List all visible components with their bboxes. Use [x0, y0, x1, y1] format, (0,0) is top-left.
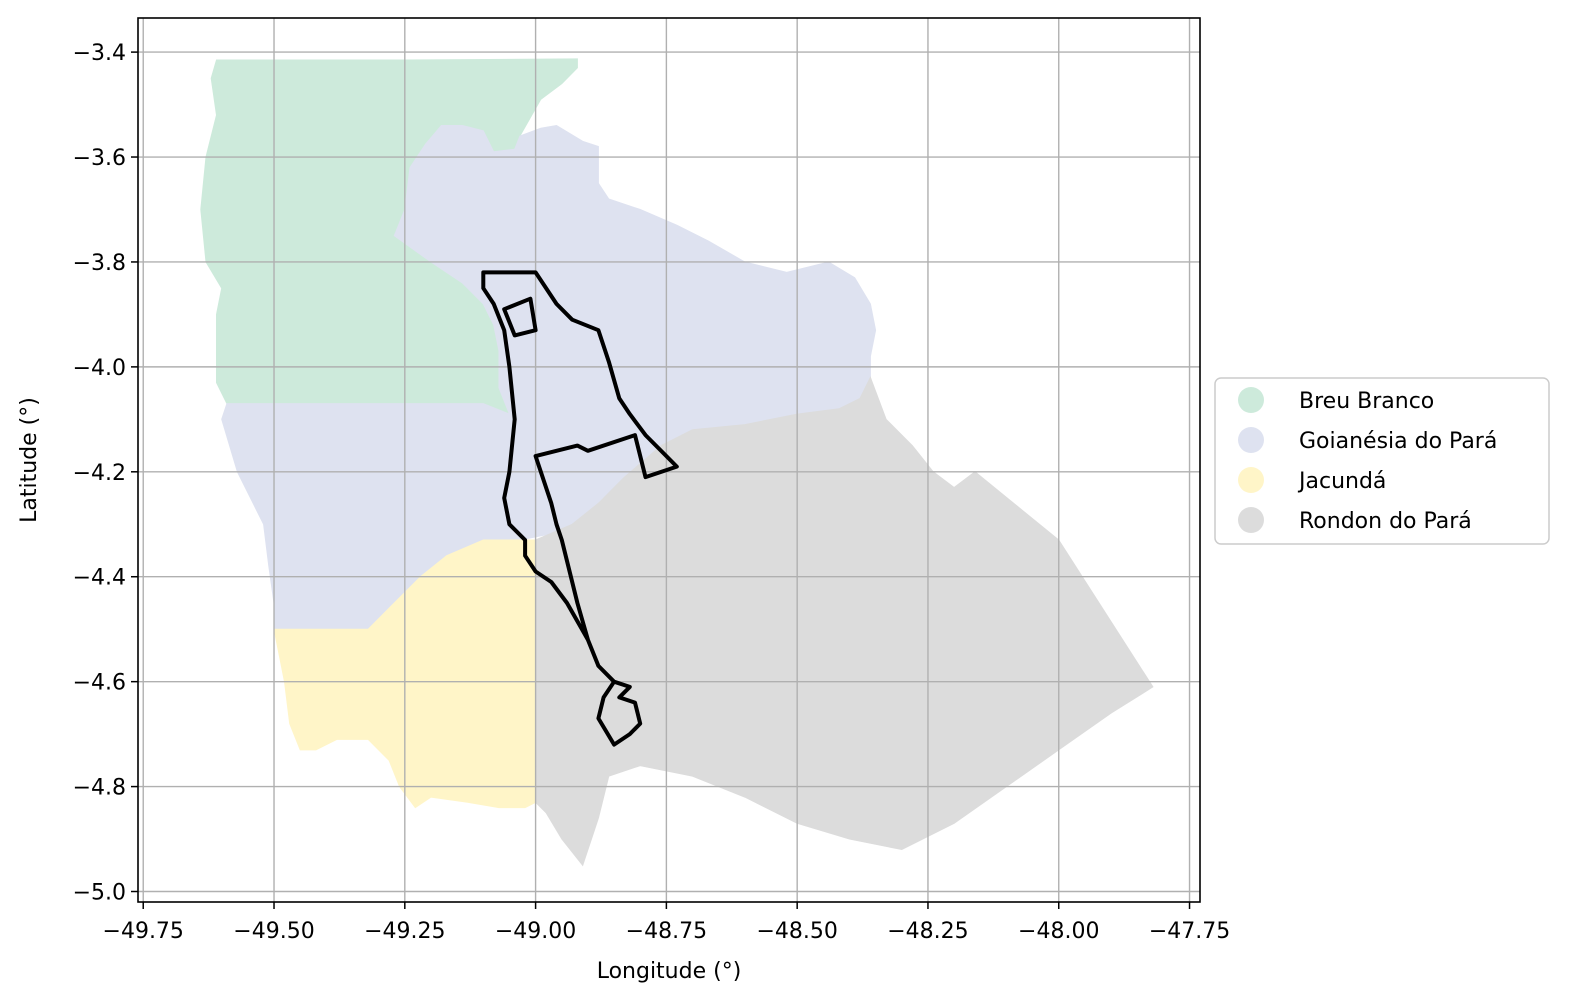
x-axis-label: Longitude (°)	[597, 959, 742, 984]
legend-label-breu-branco: Breu Branco	[1299, 389, 1434, 414]
y-tick-label: −4.4	[73, 566, 126, 591]
outline-layer	[481, 270, 679, 747]
x-tick-label: −48.75	[626, 919, 707, 944]
y-axis-label: Latitude (°)	[17, 397, 42, 523]
region-rondon-do-para	[535, 376, 1154, 867]
x-tick-label: −49.50	[233, 919, 314, 944]
x-tick-label: −49.25	[364, 919, 445, 944]
x-tick-label: −49.00	[495, 919, 576, 944]
x-tick-label: −47.75	[1149, 919, 1230, 944]
axes-frame	[137, 17, 1201, 903]
legend-label-goianesia-do-para: Goianésia do Pará	[1299, 429, 1497, 454]
legend-swatch-rondon-do-para	[1238, 507, 1264, 533]
legend-swatch-breu-branco	[1238, 387, 1264, 413]
y-tick-label: −4.2	[73, 461, 126, 486]
grid-layer	[138, 18, 1200, 902]
study-area-outline	[481, 270, 679, 747]
y-tick-label: −3.4	[73, 41, 126, 66]
plot-area: −49.75 −49.50 −49.25 −49.00 −48.75 −48.50 −48.…	[73, 17, 1230, 944]
y-tick-label: −5.0	[73, 881, 126, 906]
y-tick-label: −4.6	[73, 671, 126, 696]
x-tick-label: −48.00	[1018, 919, 1099, 944]
legend-items: Breu Branco Goianésia do Pará Jacundá Rondo…	[1238, 387, 1497, 534]
y-tick-label: −3.6	[73, 146, 126, 171]
region-layer	[200, 58, 1154, 867]
x-tick-label: −48.25	[887, 919, 968, 944]
legend-label-rondon-do-para: Rondon do Pará	[1299, 509, 1472, 534]
x-tick-label: −49.75	[103, 919, 184, 944]
x-tick-label: −48.50	[756, 919, 837, 944]
legend-label-jacunda: Jacundá	[1297, 469, 1386, 494]
legend: Breu Branco Goianésia do Pará Jacundá Rondo…	[1214, 377, 1550, 545]
legend-swatch-jacunda	[1238, 467, 1264, 493]
y-tick-layer: −3.4 −3.6 −3.8 −4.0 −4.2 −4.4 −4.6 −4.8 −5.0	[73, 41, 138, 906]
x-tick-layer: −49.75 −49.50 −49.25 −49.00 −48.75 −48.50 −48.…	[103, 902, 1230, 944]
study-area-inner-outline	[502, 296, 538, 338]
y-tick-label: −3.8	[73, 251, 126, 276]
y-tick-label: −4.0	[73, 356, 126, 381]
legend-frame	[1214, 377, 1550, 545]
legend-swatch-goianesia-do-para	[1238, 427, 1264, 453]
y-tick-label: −4.8	[73, 776, 126, 801]
